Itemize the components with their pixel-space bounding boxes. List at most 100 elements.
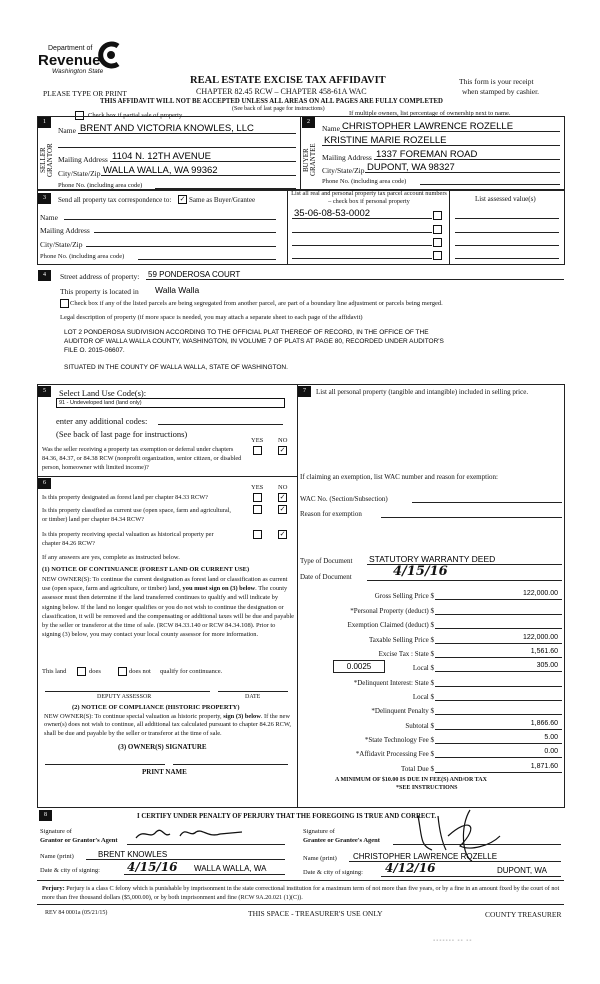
tax-row-label: *Affidavit Processing Fee $ [355,750,434,758]
qualify-label: qualify for continuance. [160,668,223,675]
tax-row-label: Total Due $ [401,765,434,773]
perjury-note: Perjury: Perjury is a class C felony whi… [42,885,560,901]
no-header: NO [278,437,288,444]
additional-codes-label: enter any additional codes: [56,416,148,426]
personal-property-checkbox[interactable] [433,238,442,247]
seller-name[interactable]: BRENT AND VICTORIA KNOWLES, LLC [80,123,254,134]
doc-date[interactable]: 4/15/16 [393,564,448,579]
parcel-header: List all real and personal property tax … [291,190,447,205]
seller-grantor-label: SELLER GRANTOR [39,143,54,177]
historic-no-checkbox[interactable]: ✓ [278,530,287,539]
tax-row-value[interactable]: 0.00 [544,748,558,755]
see-instructions: *SEE INSTRUCTIONS [396,785,458,791]
if-yes-note: If any answers are yes, complete as inst… [42,554,180,561]
buyer-grantee-label: BUYER GRANTEE [302,143,317,177]
grantee-name[interactable]: CHRISTOPHER LAWRENCE ROZELLE [353,852,498,861]
buyer-city-label: City/State/Zip [322,166,365,175]
buyer-city[interactable]: DUPONT, WA 98327 [367,162,455,173]
grantor-city[interactable]: WALLA WALLA, WA [194,864,267,873]
partial-sale-checkbox[interactable] [75,111,84,120]
multiple-owners-note: If multiple owners, list percentage of o… [349,110,511,117]
local-rate-input[interactable]: 0.0025 [333,660,385,673]
seller-mail[interactable]: 1104 N. 12TH AVENUE [112,151,211,162]
notice-compliance-text: NEW OWNER(S): To continue special valuat… [44,713,291,737]
additional-codes-input[interactable] [158,424,283,425]
located-in[interactable]: Walla Walla [155,285,200,295]
segregated-label: Check box if any of the listed parcels a… [70,300,443,307]
see-back: (See back of last page for instructions) [232,106,325,112]
seller-mail-label: Mailing Address [58,155,108,164]
grantor-date[interactable]: 4/15/16 [127,860,178,874]
assessed-header: List assessed value(s) [475,195,536,203]
section-6-badge: 6 [38,478,51,489]
tax-row-value[interactable]: 122,000.00 [522,634,558,641]
notice-continuance-text: NEW OWNER(S): To continue the current de… [42,576,294,639]
tax-row-value[interactable]: 5.00 [544,734,558,741]
send-correspondence-label: Send all property tax correspondence to: [58,196,172,204]
tax-row-value[interactable]: 122,000.00 [522,590,558,597]
tax-row-value[interactable]: 1,561.60 [530,648,558,655]
grantee-date[interactable]: 4/12/16 [385,861,436,875]
notice-continuance-title: (1) NOTICE OF CONTINUANCE (FOREST LAND O… [42,566,250,573]
exemption-yes-checkbox[interactable] [253,446,262,455]
deputy-assessor-label: DEPUTY ASSESSOR [97,694,152,700]
buyer-name[interactable]: CHRISTOPHER LAWRENCE ROZELLE [342,121,514,132]
legal-line: SITUATED IN THE COUNTY OF WALLA WALLA, S… [64,364,288,371]
receipt-note-2: when stamped by cashier. [462,87,540,96]
grantor-signature[interactable] [130,822,250,844]
tax-row-value[interactable]: 305.00 [536,662,558,669]
grantor-name[interactable]: BRENT KNOWLES [98,850,168,859]
land-use-select[interactable]: 91 - Undeveloped land (land only) [56,398,285,408]
forest-yes-checkbox[interactable] [253,493,262,502]
doc-type[interactable]: STATUTORY WARRANTY DEED [369,554,496,564]
grantee-city[interactable]: DUPONT, WA [497,866,547,875]
dor-logo-icon [98,41,120,69]
same-as-buyer-checkbox[interactable]: ✓ [178,195,187,204]
logo-revenue: Revenue [38,52,101,69]
grantor-agent-label: Grantor or Grantor's Agent [40,837,118,844]
historic-yes-checkbox[interactable] [253,530,262,539]
tax-row-label: Taxable Selling Price $ [368,636,434,644]
buyer-mail-label: Mailing Address [322,153,372,162]
legal-line: AUDITOR OF WALLA WALLA COUNTY, WASHINGTO… [64,338,444,345]
legal-label: Legal description of property (if more s… [60,314,363,321]
tax-row-value[interactable]: 1,866.60 [530,720,558,727]
personal-property-checkbox[interactable] [433,225,442,234]
tax-row-label: Exemption Claimed (deduct) $ [347,621,434,629]
exemption-claim-label: If claiming an exemption, list WAC numbe… [300,473,498,481]
tax-row-label: *State Technology Fee $ [364,736,434,744]
tax-row-label: Local $ [412,664,434,672]
wac-input[interactable] [412,502,562,503]
parcel-number[interactable]: 35-06-08-53-0002 [294,208,371,219]
current-use-yes-checkbox[interactable] [253,505,262,514]
current-use-question: Is this property classified as current u… [42,507,232,524]
sig-of-label: Signature of [40,828,72,835]
section-4-badge: 4 [38,270,51,281]
tax-row-value[interactable]: 1,871.60 [530,763,558,770]
corr-mail-label: Mailing Address [40,226,90,235]
exemption-no-checkbox[interactable]: ✓ [278,446,287,455]
date-label: DATE [245,694,261,700]
does-not-checkbox[interactable] [118,667,127,676]
parties-box [37,116,565,191]
property-street[interactable]: 59 PONDEROSA COURT [148,270,241,279]
section-8-badge: 8 [39,810,52,821]
reason-input[interactable] [381,517,562,518]
personal-property-checkbox[interactable] [433,211,442,220]
grantee-signature[interactable] [410,806,510,866]
buyer-mail[interactable]: 1337 FOREMAN ROAD [376,149,478,160]
grantor-name-label: Name (print) [40,853,74,860]
grantee-name-label: Name (print) [303,855,337,862]
segregated-checkbox[interactable] [60,299,69,308]
forest-no-checkbox[interactable]: ✓ [278,493,287,502]
does-checkbox[interactable] [77,667,86,676]
historic-question: Is this property receiving special valua… [42,531,214,548]
personal-property-checkbox[interactable] [433,251,442,260]
current-use-no-checkbox[interactable]: ✓ [278,505,287,514]
forest-question: Is this property designated as forest la… [42,494,208,501]
sig-of-label: Signature of [303,828,335,835]
seller-city[interactable]: WALLA WALLA, WA 99362 [103,165,218,176]
buyer-name-2[interactable]: KRISTINE MARIE ROZELLE [324,135,447,146]
type-or-print: PLEASE TYPE OR PRINT [43,89,127,98]
seller-phone-label: Phone No. (including area code) [58,182,143,189]
